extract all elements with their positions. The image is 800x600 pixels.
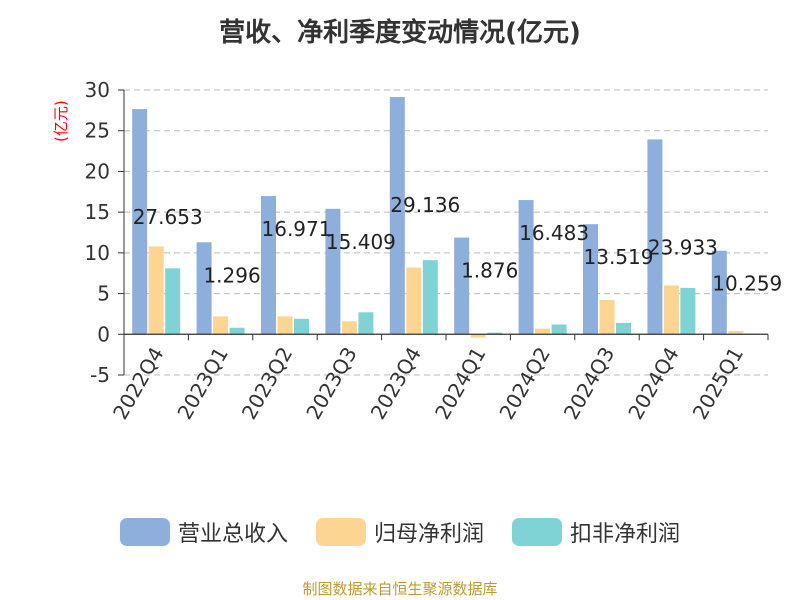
y-tick-label: 20 <box>85 159 110 183</box>
bar-deducted-profit <box>616 322 631 335</box>
bar-revenue <box>647 139 663 335</box>
bar-net-profit <box>663 285 679 335</box>
legend-item-deducted-profit[interactable]: 扣非净利润 <box>512 516 680 548</box>
grid-lines <box>124 89 768 376</box>
y-tick-label: 10 <box>85 241 110 265</box>
bar-net-profit <box>470 334 486 338</box>
bar-revenue <box>454 237 470 335</box>
bar-revenue <box>389 97 405 335</box>
bar-net-profit <box>341 321 357 335</box>
data-label: 16.483 <box>519 221 589 245</box>
data-label: 29.136 <box>390 193 460 217</box>
bar-revenue <box>583 224 598 335</box>
y-tick-label: 25 <box>85 119 110 143</box>
y-tick-label: 5 <box>97 282 110 306</box>
data-label: 1.876 <box>461 259 518 283</box>
bar-net-profit <box>148 246 164 335</box>
data-label: 23.933 <box>648 235 718 259</box>
x-tick-label: 2024Q3 <box>559 343 619 424</box>
data-label: 13.519 <box>584 245 654 269</box>
bar-deducted-profit <box>422 260 438 335</box>
legend-swatch-net-profit <box>315 518 366 546</box>
bar-revenue <box>132 109 148 335</box>
x-tick-label: 2023Q2 <box>237 343 297 424</box>
data-source-note: 制图数据来自恒生聚源数据库 <box>302 580 498 598</box>
bar-deducted-profit <box>165 268 181 335</box>
y-tick-label: 15 <box>85 200 110 224</box>
bar-net-profit <box>599 300 615 335</box>
bar-deducted-profit <box>551 324 567 335</box>
bar-deducted-profit <box>294 318 309 335</box>
x-tick-label: 2023Q3 <box>301 343 361 424</box>
bar-net-profit <box>535 328 551 335</box>
chart-title: 营收、净利季度变动情况(亿元) <box>219 18 581 48</box>
legend-item-net-profit[interactable]: 归母净利润 <box>315 516 484 548</box>
legend-label-deducted-profit: 扣非净利润 <box>570 522 681 547</box>
bar-net-profit <box>213 316 229 335</box>
bar-net-profit <box>406 267 422 335</box>
legend-item-revenue[interactable]: 营业总收入 <box>119 516 288 548</box>
legend-label-net-profit: 归母净利润 <box>373 522 484 547</box>
bars <box>132 97 760 338</box>
bar-revenue <box>711 250 727 335</box>
bar-deducted-profit <box>358 312 374 335</box>
bar-deducted-profit <box>487 332 503 335</box>
x-tick-label: 2025Q1 <box>688 343 748 424</box>
data-label: 15.409 <box>326 230 396 254</box>
x-tick-label: 2024Q1 <box>430 343 490 424</box>
x-tick-label: 2024Q4 <box>623 343 683 424</box>
legend-label-revenue: 营业总收入 <box>177 522 288 547</box>
x-tick-label: 2024Q2 <box>494 343 554 424</box>
y-tick-label: -5 <box>90 363 110 387</box>
bar-revenue <box>196 242 212 335</box>
data-label: 1.296 <box>203 263 260 287</box>
bar-revenue <box>325 208 341 335</box>
bar-revenue <box>261 196 276 335</box>
legend: 营业总收入 归母净利润 扣非净利润 <box>0 516 800 548</box>
bar-net-profit <box>277 316 293 335</box>
data-label: 27.653 <box>133 205 203 229</box>
data-label: 10.259 <box>712 272 782 296</box>
bar-deducted-profit <box>680 287 696 335</box>
bar-deducted-profit <box>229 327 245 335</box>
x-tick-label: 2023Q1 <box>172 343 232 424</box>
legend-swatch-revenue <box>119 518 170 546</box>
y-tick-label: 30 <box>85 78 110 102</box>
x-tick-label: 2023Q4 <box>366 343 426 424</box>
legend-swatch-deducted-profit <box>512 518 562 546</box>
bar-net-profit <box>728 331 744 335</box>
y-tick-label: 0 <box>97 322 110 346</box>
data-label: 16.971 <box>262 217 332 241</box>
x-tick-label: 2022Q4 <box>108 343 168 424</box>
bar-revenue <box>518 200 534 335</box>
